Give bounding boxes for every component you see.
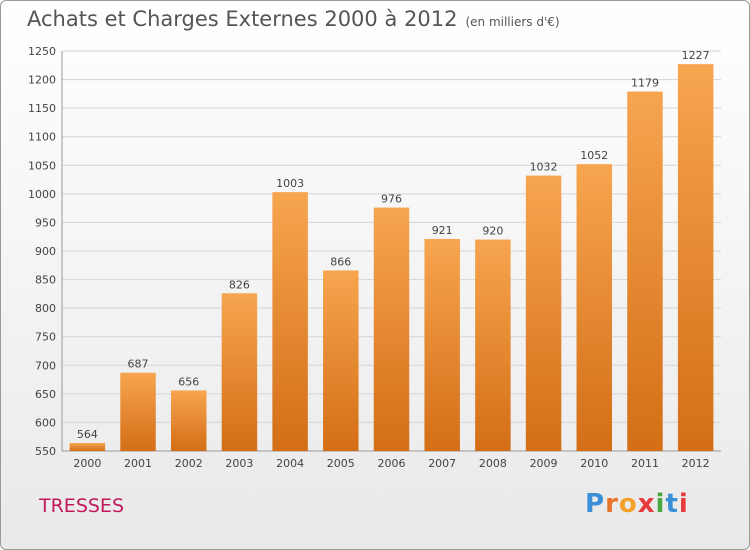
- bar: [576, 164, 613, 451]
- x-tick-label: 2001: [124, 457, 152, 470]
- logo-letter: r: [605, 489, 619, 519]
- x-tick-label: 2009: [530, 457, 558, 470]
- data-label: 1003: [276, 177, 304, 190]
- y-tick-label: 800: [35, 302, 56, 315]
- x-tick-label: 2006: [378, 457, 406, 470]
- bar: [69, 443, 106, 451]
- x-tick-label: 2000: [73, 457, 101, 470]
- data-label: 920: [482, 225, 503, 238]
- y-tick-label: 1150: [28, 102, 56, 115]
- bar: [424, 239, 460, 451]
- y-tick-label: 1200: [28, 74, 56, 87]
- y-tick-label: 1000: [28, 188, 56, 201]
- y-tick-label: 750: [35, 331, 56, 344]
- chart-subtitle: (en milliers d'€): [465, 15, 560, 29]
- chart-title: Achats et Charges Externes 2000 à 2012: [27, 7, 458, 31]
- x-tick-label: 2005: [327, 457, 355, 470]
- x-tick-label: 2003: [225, 457, 253, 470]
- data-label: 866: [330, 255, 351, 268]
- proxiti-logo: Proxiti: [585, 489, 689, 519]
- data-label: 687: [128, 358, 149, 371]
- x-tick-label: 2012: [682, 457, 710, 470]
- bar: [525, 175, 562, 452]
- bar: [677, 64, 714, 451]
- data-label: 1052: [580, 149, 608, 162]
- x-tick-label: 2008: [479, 457, 507, 470]
- bar: [475, 239, 511, 451]
- bar: [170, 390, 207, 451]
- data-label: 656: [178, 375, 199, 388]
- x-tick-labels: 2000 2001 2002 2003 2004 2005 2006 2007 2008 2009…: [73, 457, 709, 470]
- y-tick-label: 650: [35, 388, 56, 401]
- y-tick-label: 950: [35, 216, 56, 229]
- logo-letter: x: [637, 489, 656, 519]
- data-label: 564: [77, 428, 98, 441]
- data-label: 976: [381, 193, 402, 206]
- bar: [272, 192, 308, 451]
- y-tick-label: 700: [35, 359, 56, 372]
- logo-letter: i: [678, 489, 689, 519]
- x-tick-label: 2010: [580, 457, 608, 470]
- data-label: 1032: [530, 161, 558, 174]
- x-tick-label: 2007: [428, 457, 456, 470]
- data-label: 1179: [631, 77, 659, 90]
- logo-letter: i: [655, 489, 666, 519]
- y-tick-label: 850: [35, 274, 56, 287]
- x-tick-label: 2002: [175, 457, 203, 470]
- data-label: 1227: [682, 49, 710, 62]
- y-tick-label: 600: [35, 416, 56, 429]
- y-tick-label: 900: [35, 245, 56, 258]
- y-tick-label: 550: [35, 445, 56, 458]
- y-tick-label: 1100: [28, 131, 56, 144]
- logo-letter: P: [585, 489, 606, 519]
- logo-letter: o: [618, 489, 638, 519]
- y-tick-label: 1050: [28, 159, 56, 172]
- bar: [323, 270, 359, 451]
- y-tick-label: 1250: [28, 45, 56, 58]
- data-label: 921: [432, 224, 453, 237]
- place-name: TRESSES: [39, 495, 124, 517]
- bar: [373, 207, 410, 451]
- bars: [69, 64, 714, 452]
- data-label: 826: [229, 278, 250, 291]
- x-tick-label: 2004: [276, 457, 304, 470]
- bar: [627, 91, 663, 452]
- x-tick-label: 2011: [631, 457, 659, 470]
- logo-letter: t: [665, 489, 679, 519]
- bar: [221, 293, 258, 451]
- bar: [120, 372, 156, 451]
- data-labels: 564 687 656 826 1003 866 976 921 920 1032 1052 1179…: [77, 49, 710, 441]
- chart-title-container: Achats et Charges Externes 2000 à 2012 (e…: [27, 7, 560, 31]
- y-tick-labels: 550 600 650 700 750 800 850 900 950 1000 1050 1100 1…: [28, 45, 56, 458]
